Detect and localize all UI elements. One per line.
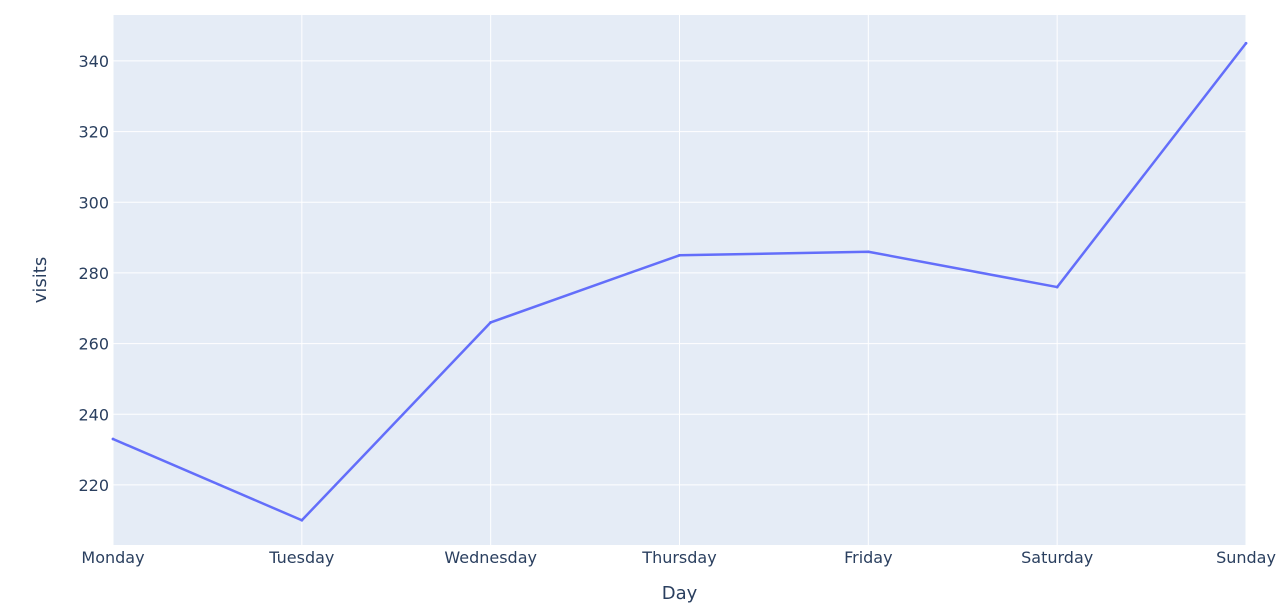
y-axis-ticks: 220 240 260 280 300 320 340 xyxy=(78,52,109,495)
x-axis-ticks: Monday Tuesday Wednesday Thursday Friday Satu… xyxy=(81,548,1276,567)
x-tick-label: Sunday xyxy=(1216,548,1276,567)
y-tick-label: 220 xyxy=(78,476,109,495)
x-tick-label: Wednesday xyxy=(444,548,537,567)
data-point xyxy=(1055,285,1059,289)
grid-lines xyxy=(112,15,1247,545)
data-point xyxy=(678,253,681,257)
y-tick-label: 280 xyxy=(78,264,109,283)
y-tick-label: 340 xyxy=(78,52,109,71)
series-layer xyxy=(111,41,1248,522)
x-tick-label: Thursday xyxy=(641,548,716,567)
data-point xyxy=(1244,41,1248,45)
y-tick-label: 260 xyxy=(78,335,109,354)
x-tick-label: Tuesday xyxy=(268,548,334,567)
y-tick-label: 300 xyxy=(78,193,109,212)
x-tick-label: Friday xyxy=(844,548,893,567)
x-tick-label: Saturday xyxy=(1021,548,1093,567)
x-axis-title: Day xyxy=(662,583,698,604)
x-tick-label: Monday xyxy=(81,548,144,567)
y-tick-label: 240 xyxy=(78,405,109,424)
y-axis-title: visits xyxy=(30,257,51,303)
data-point xyxy=(866,250,870,254)
data-point xyxy=(111,437,115,441)
y-tick-label: 320 xyxy=(78,123,109,142)
data-point xyxy=(300,518,304,522)
data-point xyxy=(489,321,493,324)
